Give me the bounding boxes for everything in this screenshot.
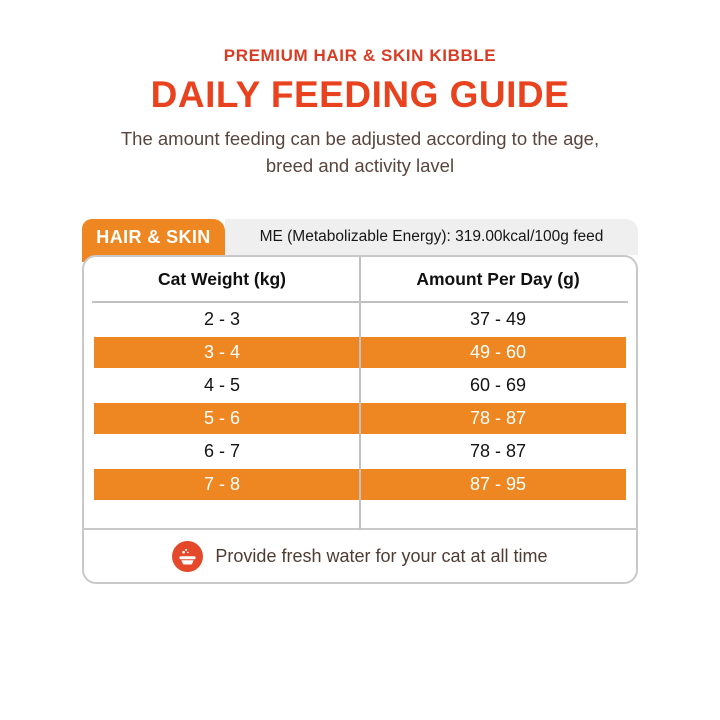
column-divider [359, 257, 361, 530]
feeding-guide-infographic: PREMIUM HAIR & SKIN KIBBLE DAILY FEEDING… [0, 0, 720, 584]
header: PREMIUM HAIR & SKIN KIBBLE DAILY FEEDING… [0, 0, 720, 179]
feeding-guide-table: HAIR & SKIN ME (Metabolizable Energy): 3… [82, 219, 638, 584]
product-name: PREMIUM HAIR & SKIN KIBBLE [223, 46, 497, 65]
subtitle: The amount feeding can be adjusted accor… [0, 125, 720, 179]
table-row: 4 - 5 60 - 69 [84, 369, 636, 402]
feeding-table-card: Cat Weight (kg) Amount Per Day (g) 2 - 3… [82, 255, 638, 584]
weight-cell: 4 - 5 [203, 375, 241, 395]
amount-cell: 37 - 49 [469, 309, 527, 329]
weight-cell: 3 - 4 [203, 342, 241, 362]
weight-cell: 6 - 7 [203, 441, 241, 461]
amount-cell: 78 - 87 [469, 441, 527, 461]
table-row: 2 - 3 37 - 49 [84, 303, 636, 336]
water-bowl-icon [172, 540, 204, 572]
column-header-cat-weight: Cat Weight (kg) [157, 268, 286, 289]
weight-cell: 5 - 6 [203, 408, 241, 428]
weight-cell: 2 - 3 [203, 309, 241, 329]
amount-cell: 49 - 60 [469, 342, 527, 362]
metabolizable-energy-note: ME (Metabolizable Energy): 319.00kcal/10… [225, 219, 638, 255]
column-header-amount-per-day: Amount Per Day (g) [416, 268, 580, 289]
footer-note-text: Provide fresh water for your cat at all … [215, 545, 548, 566]
table-top-bar: HAIR & SKIN ME (Metabolizable Energy): 3… [82, 219, 638, 262]
amount-cell: 60 - 69 [469, 375, 527, 395]
column-headers: Cat Weight (kg) Amount Per Day (g) [84, 257, 636, 301]
table-row: 6 - 7 78 - 87 [84, 435, 636, 468]
subtitle-line-1: The amount feeding can be adjusted accor… [120, 128, 600, 149]
tab-hair-and-skin: HAIR & SKIN [82, 219, 225, 262]
page-title: DAILY FEEDING GUIDE [150, 74, 570, 115]
weight-cell: 7 - 8 [203, 474, 241, 494]
amount-cell: 78 - 87 [469, 408, 527, 428]
footer-note: Provide fresh water for your cat at all … [84, 530, 636, 582]
subtitle-line-2: breed and activity lavel [265, 155, 455, 176]
amount-cell: 87 - 95 [469, 474, 527, 494]
